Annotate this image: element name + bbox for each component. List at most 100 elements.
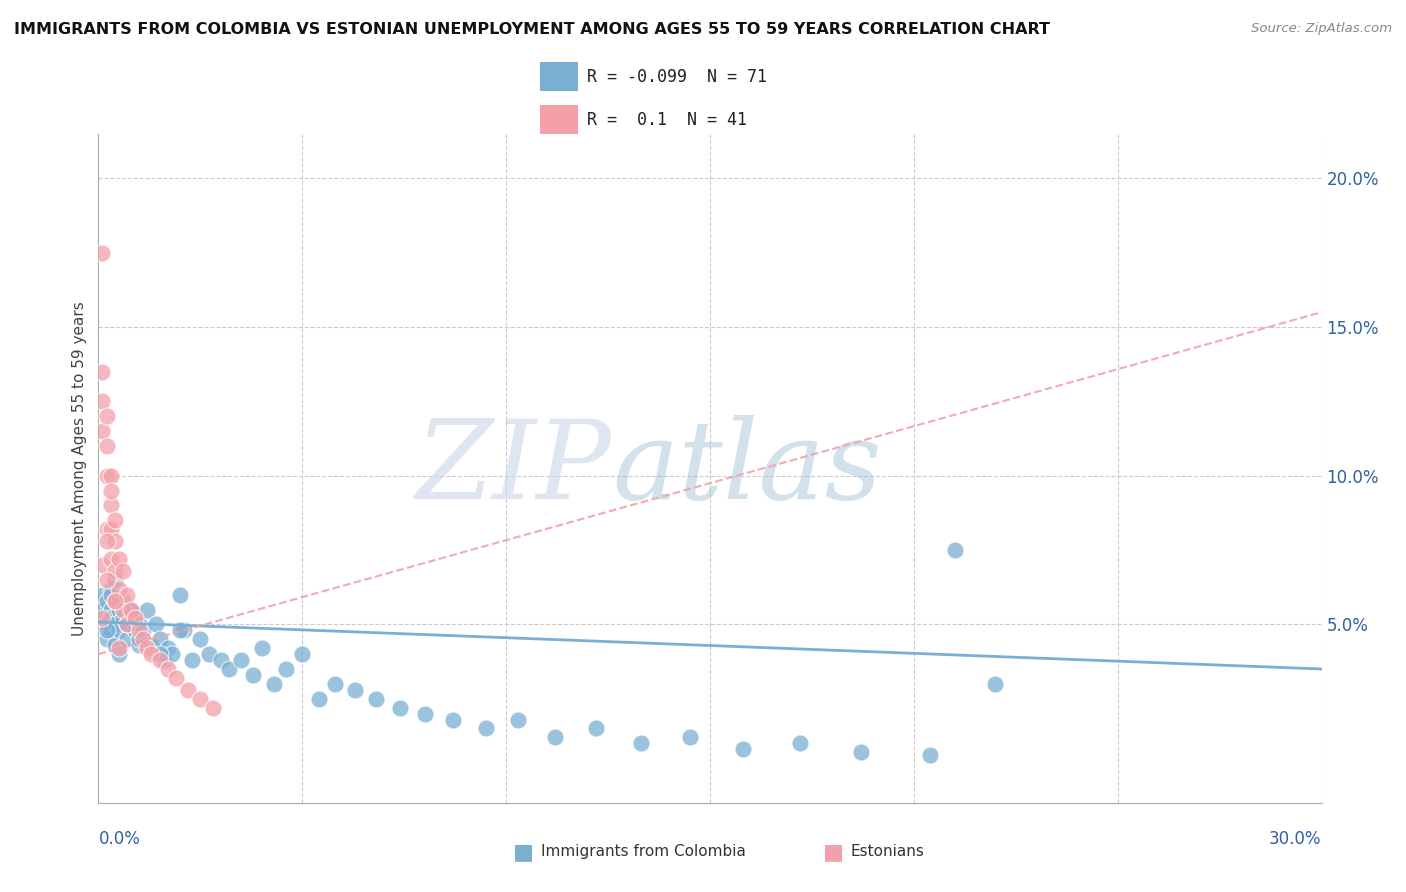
Point	[149, 647, 172, 661]
Point	[111, 593, 134, 607]
Point	[789, 736, 811, 750]
Point	[91, 602, 114, 616]
Point	[169, 624, 191, 638]
Point	[128, 638, 150, 652]
Point	[96, 624, 118, 638]
Point	[136, 641, 159, 656]
Point	[120, 602, 142, 616]
Point	[108, 582, 131, 596]
Point	[108, 641, 131, 656]
Point	[128, 624, 150, 638]
Point	[323, 677, 346, 691]
Point	[120, 602, 142, 616]
Point	[274, 662, 297, 676]
Point	[181, 653, 204, 667]
Point	[96, 468, 118, 483]
Point	[679, 731, 702, 745]
Point	[96, 522, 118, 536]
Point	[124, 624, 146, 638]
Text: ZIP: ZIP	[416, 415, 612, 522]
Point	[104, 593, 127, 607]
Point	[242, 668, 264, 682]
Y-axis label: Unemployment Among Ages 55 to 59 years: Unemployment Among Ages 55 to 59 years	[72, 301, 87, 636]
Point	[104, 564, 127, 578]
Point	[100, 499, 122, 513]
Point	[201, 700, 224, 714]
Point	[231, 653, 253, 667]
Text: atlas: atlas	[612, 415, 882, 522]
Point	[218, 662, 240, 676]
Text: Source: ZipAtlas.com: Source: ZipAtlas.com	[1251, 22, 1392, 36]
Text: ■: ■	[513, 842, 534, 862]
Point	[91, 558, 114, 572]
Point	[91, 611, 114, 625]
Point	[91, 394, 114, 409]
Point	[100, 522, 122, 536]
Point	[104, 534, 127, 549]
Point	[111, 602, 134, 616]
Point	[115, 588, 138, 602]
Point	[160, 647, 183, 661]
Point	[413, 706, 436, 721]
Point	[149, 653, 172, 667]
Point	[108, 593, 131, 607]
Point	[984, 677, 1007, 691]
Point	[173, 624, 195, 638]
Point	[96, 439, 118, 453]
Point	[209, 653, 232, 667]
Point	[115, 617, 138, 632]
Point	[100, 468, 122, 483]
Point	[152, 653, 174, 667]
Point	[263, 677, 285, 691]
Point	[111, 611, 134, 625]
Point	[100, 588, 122, 602]
Text: Immigrants from Colombia: Immigrants from Colombia	[541, 845, 747, 859]
Point	[96, 534, 118, 549]
Point	[91, 245, 114, 260]
Text: R =  0.1  N = 41: R = 0.1 N = 41	[586, 111, 747, 128]
Point	[96, 617, 118, 632]
Point	[128, 632, 150, 647]
Point	[91, 424, 114, 438]
Point	[474, 722, 498, 736]
Point	[104, 593, 127, 607]
Point	[132, 624, 155, 638]
Point	[100, 582, 122, 596]
Point	[111, 564, 134, 578]
Point	[108, 602, 131, 616]
Point	[441, 713, 464, 727]
Point	[141, 638, 163, 652]
Point	[291, 647, 314, 661]
Point	[132, 632, 155, 647]
Point	[96, 632, 118, 647]
Point	[145, 617, 167, 632]
Point	[508, 713, 530, 727]
Point	[104, 573, 127, 587]
Point	[630, 736, 652, 750]
Point	[104, 513, 127, 527]
Bar	[540, 62, 578, 91]
Text: 0.0%: 0.0%	[98, 830, 141, 847]
Point	[128, 617, 150, 632]
Point	[165, 671, 187, 685]
Point	[91, 588, 114, 602]
Point	[96, 573, 118, 587]
Point	[115, 632, 138, 647]
Point	[108, 552, 131, 566]
Point	[100, 624, 122, 638]
Point	[100, 611, 122, 625]
Point	[141, 647, 163, 661]
Point	[136, 602, 159, 616]
Point	[108, 647, 131, 661]
Point	[849, 745, 872, 759]
Point	[104, 593, 127, 607]
Point	[100, 483, 122, 498]
Point	[344, 682, 367, 697]
Point	[197, 647, 219, 661]
Point	[544, 731, 567, 745]
Point	[104, 617, 127, 632]
Text: ■: ■	[823, 842, 844, 862]
Point	[115, 617, 138, 632]
Bar	[540, 105, 578, 134]
Point	[250, 641, 273, 656]
